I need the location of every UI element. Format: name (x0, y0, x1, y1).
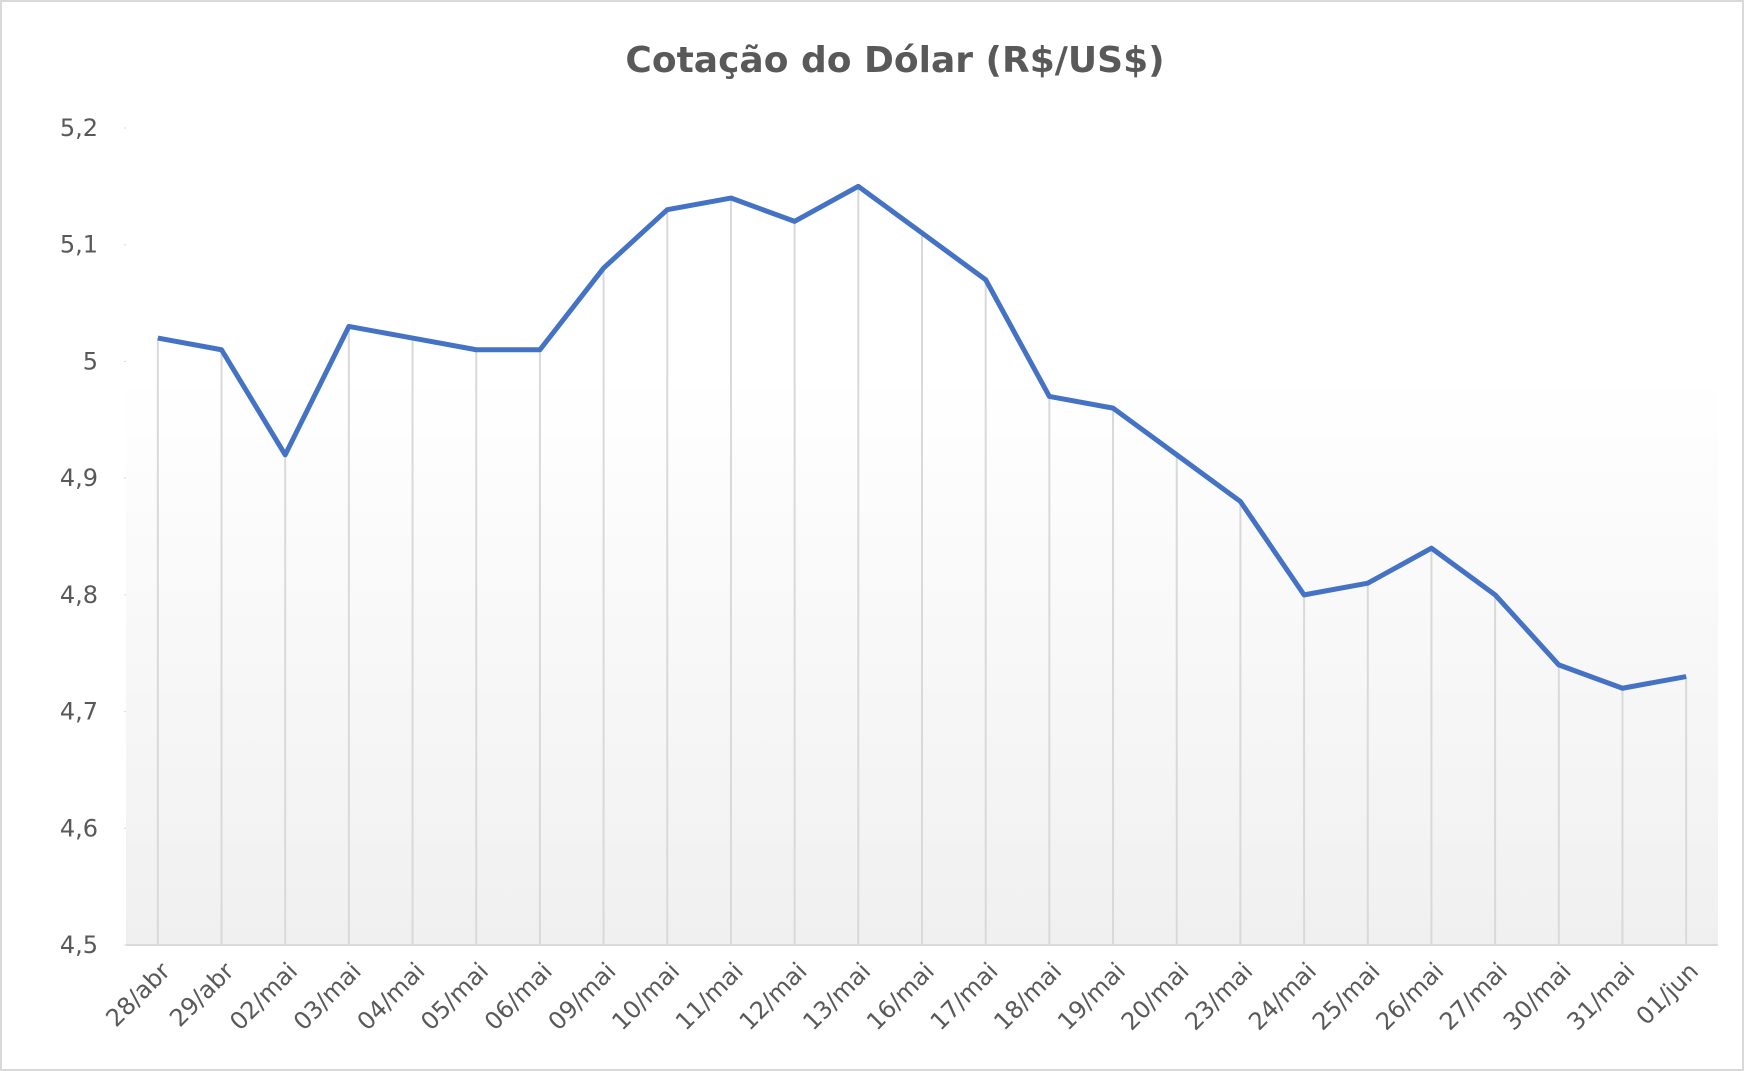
x-tick-label: 28/abr (100, 957, 175, 1032)
y-tick-label: 4,9 (60, 464, 98, 492)
line-series (157, 183, 1687, 691)
x-tick-label: 09/mai (543, 957, 622, 1036)
x-tick-label: 25/mai (1307, 957, 1386, 1036)
y-tick-label: 5,1 (60, 231, 98, 259)
y-tick-label: 5,2 (60, 114, 98, 142)
x-tick-label: 13/mai (797, 957, 876, 1036)
x-tick-label: 03/mai (288, 957, 367, 1036)
x-tick-label: 18/mai (988, 957, 1067, 1036)
y-tick-label: 5 (83, 347, 98, 375)
x-tick-label: 17/mai (925, 957, 1004, 1036)
x-tick-label: 16/mai (861, 957, 940, 1036)
x-tick-label: 10/mai (606, 957, 685, 1036)
x-tick-label: 02/mai (224, 957, 303, 1036)
x-tick-label: 30/mai (1498, 957, 1577, 1036)
x-tick-label: 11/mai (670, 957, 749, 1036)
chart-title: Cotação do Dólar (R$/US$) (625, 40, 1164, 81)
x-tick-label: 26/mai (1371, 957, 1450, 1036)
x-tick-label: 20/mai (1116, 957, 1195, 1036)
x-tick-label: 05/mai (415, 957, 494, 1036)
y-tick-label: 4,5 (60, 931, 98, 959)
x-tick-label: 01/jun (1631, 957, 1704, 1030)
y-tick-label: 4,7 (60, 698, 98, 726)
x-tick-label: 23/mai (1180, 957, 1259, 1036)
y-tick-label: 4,8 (60, 581, 98, 609)
y-tick-label: 4,6 (60, 814, 98, 842)
x-tick-label: 06/mai (479, 957, 558, 1036)
x-tick-label: 19/mai (1052, 957, 1131, 1036)
x-tick-label: 27/mai (1434, 957, 1513, 1036)
x-tick-label: 31/mai (1562, 957, 1641, 1036)
x-tick-label: 12/mai (734, 957, 813, 1036)
x-tick-label: 24/mai (1243, 957, 1322, 1036)
x-tick-label: 04/mai (352, 957, 431, 1036)
